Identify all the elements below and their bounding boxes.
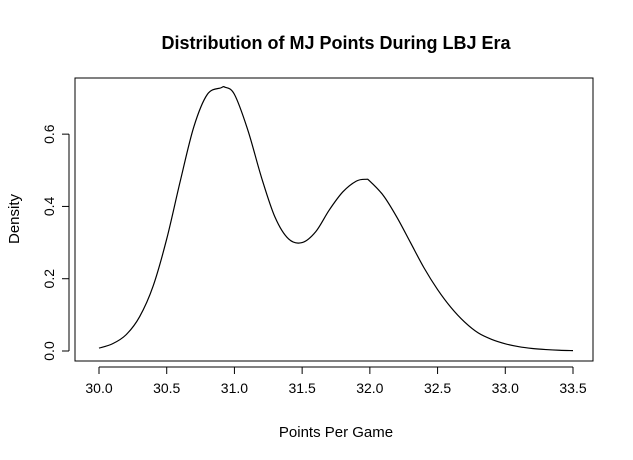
y-tick-label: 0.4	[41, 196, 57, 216]
density-curve	[98, 85, 574, 352]
x-tick-label: 33.0	[492, 380, 519, 396]
x-axis-label: Points Per Game	[279, 424, 393, 441]
x-tick-label: 32.0	[356, 380, 383, 396]
y-axis: 0.0 0.2 0.4 0.6	[41, 124, 70, 361]
x-tick-label: 31.0	[221, 380, 248, 396]
x-tick-label: 33.5	[559, 380, 586, 396]
x-tick-label: 31.5	[289, 380, 316, 396]
chart-title: Distribution of MJ Points During LBJ Era	[161, 33, 511, 53]
y-tick-label: 0.0	[41, 341, 57, 361]
x-tick-label: 30.5	[153, 380, 180, 396]
y-tick-label: 0.6	[41, 124, 57, 144]
x-axis: 30.0 30.5 31.0 31.5 32.0 32.5 33.0 33.5	[85, 366, 587, 396]
x-tick-label: 30.0	[85, 380, 112, 396]
y-axis-label: Density	[6, 193, 23, 244]
x-tick-label: 32.5	[424, 380, 451, 396]
y-tick-label: 0.2	[41, 269, 57, 289]
plot-frame	[74, 77, 594, 362]
